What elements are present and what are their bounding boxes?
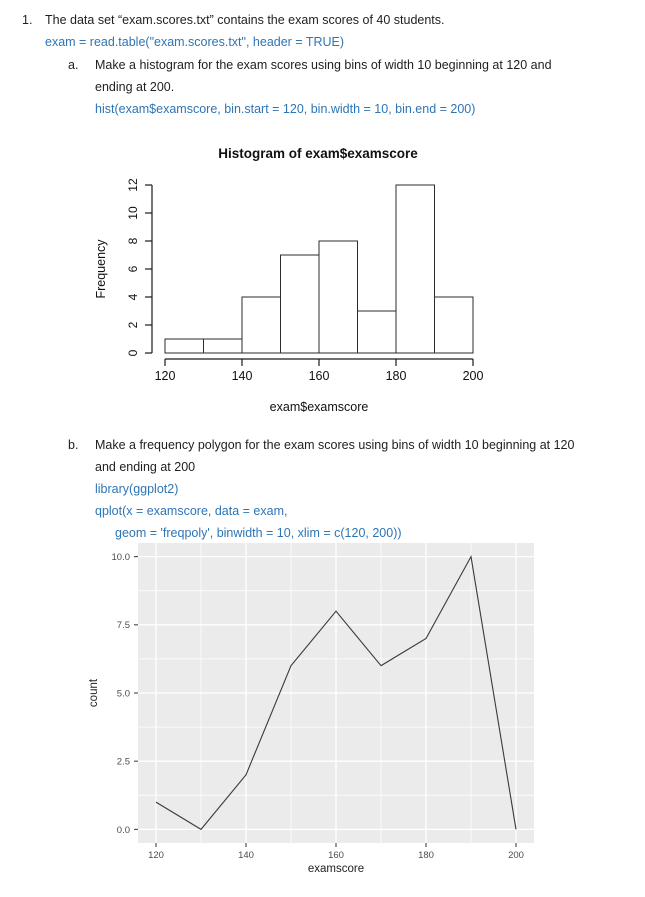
x-tick-label: 140: [232, 369, 253, 383]
item-b-line1: b. Make a frequency polygon for the exam …: [68, 437, 574, 453]
y-tick-label: 0.0: [117, 825, 130, 836]
x-tick-label: 140: [238, 850, 254, 861]
problem-number: 1.: [22, 13, 33, 27]
x-axis-title: exam$examscore: [270, 400, 369, 414]
code-library: library(ggplot2): [95, 482, 179, 496]
item-b-letter: b.: [68, 438, 79, 452]
y-tick-label: 2.5: [117, 757, 130, 768]
y-tick-label: 10.0: [112, 552, 131, 563]
x-tick-label: 160: [309, 369, 330, 383]
x-tick-label: 120: [148, 850, 164, 861]
x-axis-title: examscore: [308, 863, 364, 875]
y-tick-label: 8: [126, 237, 140, 244]
y-tick-label: 0: [126, 349, 140, 356]
code-qplot-line1: qplot(x = examscore, data = exam,: [95, 504, 288, 518]
item-a-text1: Make a histogram for the exam scores usi…: [95, 58, 552, 72]
code-qplot-line2: geom = 'freqpoly', binwidth = 10, xlim =…: [115, 526, 402, 540]
histogram-bar: [203, 338, 243, 354]
item-b-text1: Make a frequency polygon for the exam sc…: [95, 438, 575, 452]
code-read-table: exam = read.table("exam.scores.txt", hea…: [45, 35, 345, 49]
freqpoly-chart: 120 140 160 180 200 0.0 2.5 5.0 7.5 10.0 count exam…: [88, 543, 534, 875]
y-tick-label: 5.0: [117, 688, 130, 699]
x-tick-label: 200: [508, 850, 524, 861]
x-tick-label: 200: [463, 369, 484, 383]
code-hist: hist(exam$examscore, bin.start = 120, bi…: [95, 102, 476, 116]
y-tick-label: 6: [126, 265, 140, 272]
histogram-bar: [357, 310, 397, 354]
histogram-bar: [434, 296, 474, 354]
problem-intro-line: 1. The data set “exam.scores.txt” contain…: [22, 12, 445, 28]
y-tick-label: 4: [126, 293, 140, 300]
histogram-bar: [164, 338, 204, 354]
problem-intro-text: The data set “exam.scores.txt” contains …: [45, 13, 445, 27]
x-tick-label: 180: [386, 369, 407, 383]
y-axis-title: count: [88, 678, 100, 707]
y-tick-label: 2: [126, 321, 140, 328]
y-tick-label: 12: [126, 178, 140, 192]
y-tick-label: 7.5: [117, 620, 130, 631]
item-b-text2: and ending at 200: [95, 460, 196, 474]
chart-title: Histogram of exam$examscore: [218, 146, 418, 161]
freqpoly-line: [155, 554, 517, 831]
y-tick-label: 10: [126, 206, 140, 220]
y-axis-title: Frequency: [94, 239, 108, 299]
histogram-bar: [241, 296, 281, 354]
item-a-line1: a. Make a histogram for the exam scores u…: [68, 57, 552, 73]
histogram-bar: [318, 240, 358, 354]
x-tick-label: 160: [328, 850, 344, 861]
x-tick-label: 120: [155, 369, 176, 383]
histogram-bar: [280, 254, 320, 354]
item-a-text2: ending at 200.: [95, 80, 175, 94]
x-tick-label: 180: [418, 850, 434, 861]
histogram-chart: Histogram of exam$examscore 0 2 4 6 8 10 12 Freq…: [94, 146, 484, 414]
item-a-letter: a.: [68, 58, 79, 72]
histogram-bar: [395, 184, 435, 354]
